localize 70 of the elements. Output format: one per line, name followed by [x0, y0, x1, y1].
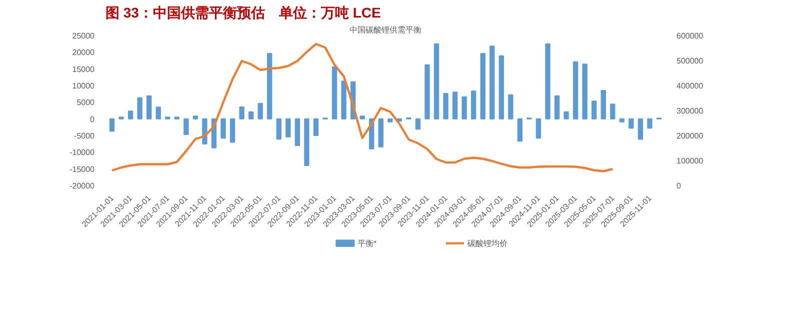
y-tick-label: 5000	[76, 98, 96, 108]
y-tick-label: 15000	[72, 64, 96, 74]
y-tick-label: 25000	[72, 32, 96, 40]
bar	[490, 46, 495, 120]
bar	[156, 106, 161, 120]
bar	[572, 61, 578, 120]
bar	[592, 100, 597, 120]
y-tick-label: 20000	[72, 48, 96, 58]
y-tick-label: 10000	[72, 82, 96, 90]
bar	[332, 66, 338, 120]
bar	[230, 118, 236, 143]
y2-tick-label: 600000	[676, 32, 704, 40]
bar	[582, 64, 588, 120]
bar	[192, 116, 198, 120]
bar	[294, 118, 300, 146]
chart-title: 图 33：中国供需平衡预估 单位：万吨 LCE	[106, 4, 381, 20]
bar	[239, 106, 244, 120]
bar	[434, 43, 440, 120]
y2-tick-label: 500000	[676, 56, 704, 66]
bar	[443, 93, 448, 120]
chart-subtitle: 中国碳酸锂供需平衡	[350, 26, 422, 34]
bar	[462, 96, 467, 120]
bar	[610, 104, 616, 120]
bar	[600, 90, 606, 120]
y-tick-label: -5000	[74, 132, 96, 140]
bar	[638, 118, 644, 140]
bar	[536, 118, 542, 139]
bar	[424, 64, 430, 120]
y2-tick-label: 0	[676, 182, 682, 190]
bar	[109, 118, 115, 132]
bar	[647, 118, 652, 129]
y-tick-label: 0	[90, 114, 96, 124]
y2-tick-label: 400000	[676, 82, 704, 90]
bar	[220, 118, 226, 139]
bar	[470, 90, 476, 120]
y2-tick-label: 300000	[676, 106, 704, 116]
bar	[517, 118, 523, 142]
y2-tick-label: 200000	[676, 132, 704, 140]
bar	[248, 111, 254, 120]
bar	[508, 94, 514, 120]
bar	[267, 53, 272, 120]
bar	[545, 43, 550, 120]
bar	[304, 118, 310, 166]
bar	[619, 118, 625, 122]
bar	[480, 53, 486, 120]
bar	[564, 111, 569, 120]
y-tick-label: -20000	[70, 182, 96, 190]
bar	[415, 118, 421, 130]
y2-tick-label: 100000	[676, 156, 704, 166]
bar	[498, 55, 504, 120]
y-tick-label: -10000	[70, 148, 96, 158]
bar	[128, 110, 134, 120]
bar	[137, 97, 142, 120]
bar	[313, 118, 319, 136]
bar	[628, 118, 634, 129]
bar	[360, 116, 365, 120]
legend-label: 碳酸锂均价	[466, 238, 508, 248]
bar	[146, 95, 152, 120]
y-tick-label: -15000	[70, 164, 96, 174]
bar	[554, 95, 560, 120]
bar	[184, 118, 189, 135]
line-series	[110, 42, 614, 172]
legend-label: 平衡*	[357, 238, 377, 248]
bar	[388, 118, 393, 122]
bar	[258, 103, 263, 120]
bar	[276, 118, 282, 140]
bar	[341, 80, 346, 120]
bar	[378, 118, 384, 148]
bar	[286, 118, 291, 138]
bar	[452, 92, 458, 120]
